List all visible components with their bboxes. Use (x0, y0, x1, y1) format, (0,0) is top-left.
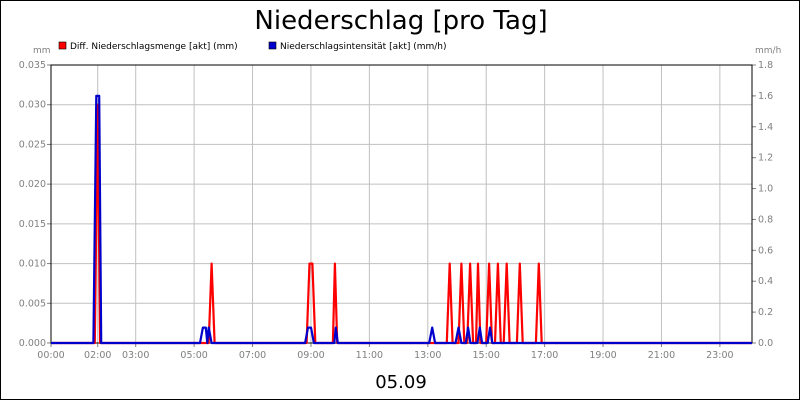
x-tick-label: 19:00 (589, 350, 616, 361)
y-right-tick-label: 0.6 (758, 245, 773, 256)
y-left-tick-label: 0.030 (19, 100, 46, 111)
x-tick-label: 00:00 (37, 350, 64, 361)
y-left-tick-label: 0.025 (19, 139, 46, 150)
y-right-tick-label: 1.2 (758, 153, 773, 164)
x-tick-label: 13:00 (414, 350, 441, 361)
y-right-tick-label: 0.2 (758, 307, 773, 318)
x-tick-label: 11:00 (356, 350, 383, 361)
y-right-tick-label: 0.0 (758, 338, 773, 349)
y-right-tick-label: 1.0 (758, 184, 773, 195)
legend-swatch-2 (268, 41, 277, 50)
y-right-tick-label: 1.6 (758, 91, 773, 102)
y-right-tick-label: 0.4 (758, 276, 773, 287)
y-left-tick-label: 0.010 (19, 259, 46, 270)
legend-label-1: Diff. Niederschlagsmenge [akt] (mm) (70, 42, 238, 52)
y-right-tick-label: 1.8 (758, 60, 773, 71)
x-tick-label: 02:00 (84, 350, 111, 361)
x-tick-label: 05:00 (180, 350, 207, 361)
x-tick-label: 17:00 (531, 350, 558, 361)
y-left-tick-label: 0.015 (19, 219, 46, 230)
x-tick-label: 21:00 (648, 350, 675, 361)
y-left-tick-label: 0.000 (19, 338, 46, 349)
plot-area-border (50, 64, 753, 344)
y-left-tick-label: 0.020 (19, 179, 46, 190)
series-line-2 (51, 94, 752, 345)
x-axis-date-label: 05.09 (375, 372, 427, 393)
x-tick-label: 09:00 (297, 350, 324, 361)
x-tick-label: 07:00 (239, 350, 266, 361)
legend-label-2: Niederschlagsintensität [akt] (mm/h) (280, 42, 447, 52)
x-tick-label: 23:00 (706, 350, 733, 361)
chart-title: Niederschlag [pro Tag] (254, 6, 547, 36)
y-right-tick-label: 0.8 (758, 214, 773, 225)
legend-swatch-1 (58, 41, 67, 50)
y-left-tick-label: 0.035 (19, 60, 46, 71)
y-left-unit: mm (33, 46, 51, 56)
y-right-unit: mm/h (755, 46, 781, 56)
y-left-tick-label: 0.005 (19, 298, 46, 309)
y-right-tick-label: 1.4 (758, 122, 773, 133)
x-tick-label: 15:00 (473, 350, 500, 361)
x-tick-label: 03:00 (122, 350, 149, 361)
